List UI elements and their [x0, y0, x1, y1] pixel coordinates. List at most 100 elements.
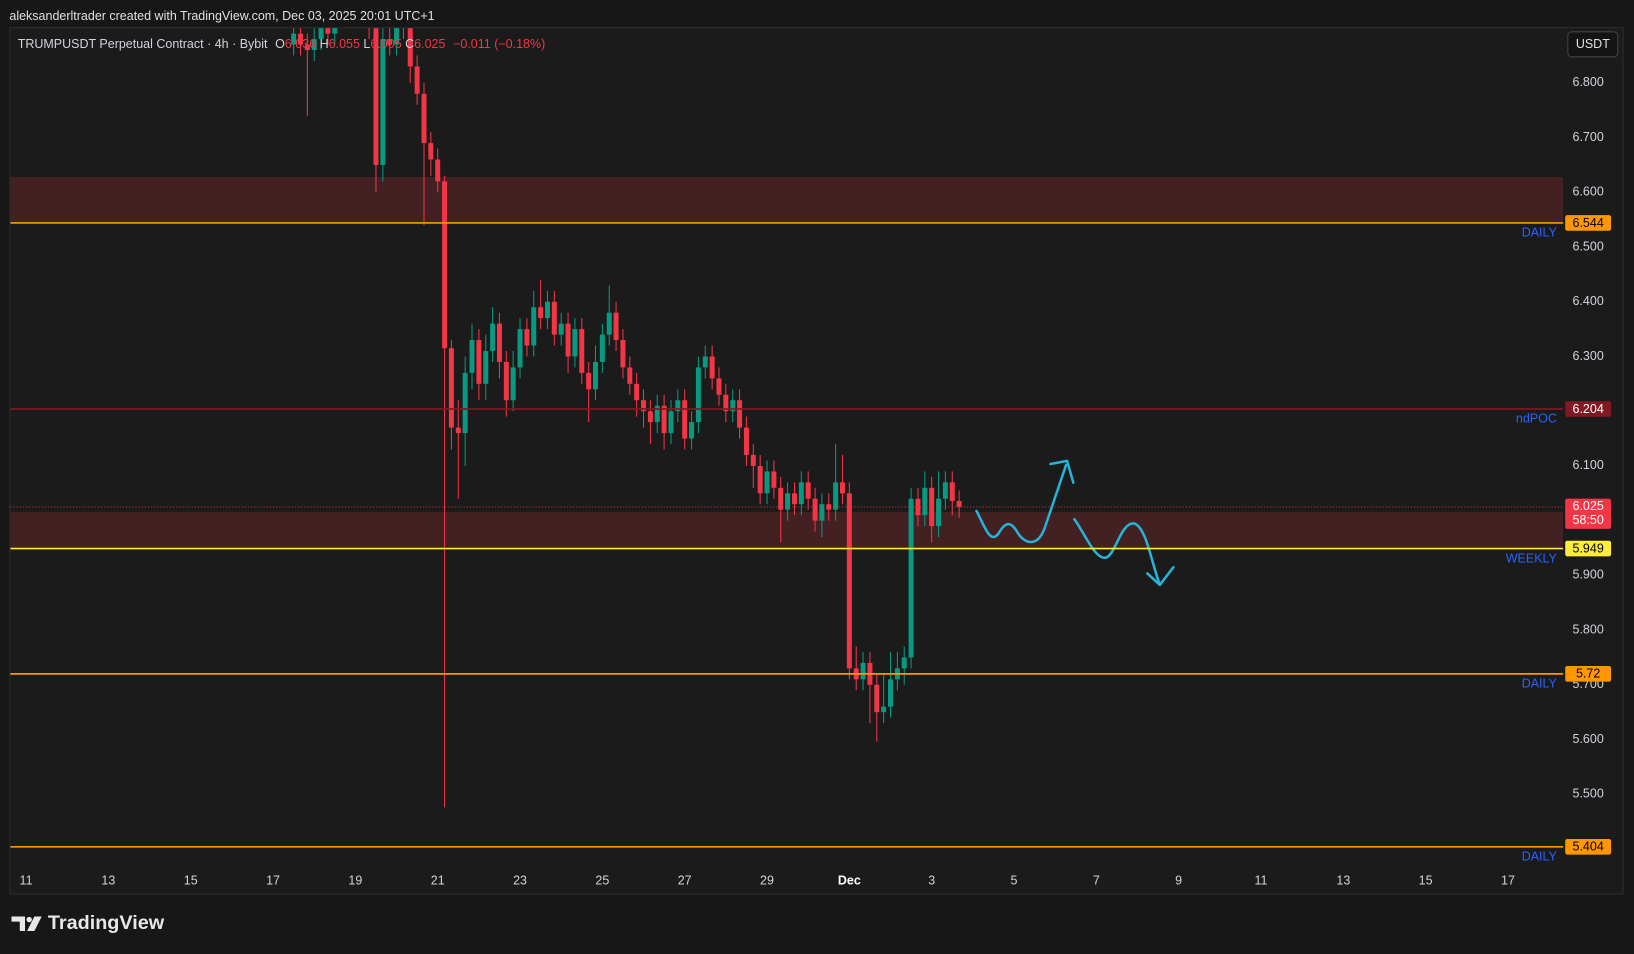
candle-body	[785, 493, 791, 510]
x-tick-label: 15	[1419, 873, 1433, 887]
level-tag	[1565, 540, 1612, 557]
candle-body	[599, 334, 605, 362]
candle-body	[956, 500, 962, 507]
candle-body	[682, 400, 688, 439]
x-tick-label: 15	[184, 873, 198, 887]
ohlc-label: C	[405, 37, 414, 51]
candle-body	[455, 427, 461, 434]
candle-body	[366, 28, 372, 29]
candle-body	[709, 356, 715, 379]
candle-body	[469, 340, 475, 373]
ohlc-label: O	[275, 37, 285, 51]
candle-body	[778, 487, 784, 510]
candle-body	[442, 181, 448, 349]
level-tag-label: 5.949	[1573, 541, 1604, 555]
x-tick-label: 17	[1501, 873, 1515, 887]
currency-button[interactable]	[1567, 31, 1619, 58]
candle-body	[668, 411, 674, 434]
x-tick-label: 3	[928, 873, 935, 887]
y-tick-label: 6.600	[1573, 185, 1604, 199]
candle-body	[675, 400, 681, 412]
candle-body	[318, 28, 324, 40]
change: −0.011 (−0.18%)	[453, 37, 545, 51]
candle-body	[400, 28, 406, 29]
candle-body	[414, 66, 420, 94]
candle-body	[750, 454, 756, 466]
level-tag	[1565, 401, 1612, 417]
brand-logo	[11, 916, 42, 932]
x-tick-label: 21	[431, 873, 445, 887]
candle-body	[448, 348, 454, 428]
candle-body	[798, 482, 804, 505]
candle-body	[496, 323, 502, 362]
symbol-legend: TRUMPUSDT Perpetual Contract · 4h · Bybi…	[18, 37, 546, 51]
candle-body	[373, 28, 379, 165]
candle-body	[407, 28, 413, 67]
x-tick-label: 25	[595, 873, 609, 887]
candle-body	[606, 312, 612, 335]
candle-body	[846, 493, 852, 669]
candle-body	[586, 372, 592, 390]
x-tick-label: 27	[678, 873, 692, 887]
candle-body	[291, 33, 297, 45]
plot-area	[10, 28, 1564, 808]
candle-body	[702, 356, 708, 368]
ohlc-value: 6.025	[414, 37, 445, 51]
candle-body	[661, 405, 667, 434]
candle-body	[737, 400, 743, 428]
price-tag	[1565, 498, 1612, 529]
candle-body	[936, 498, 942, 527]
candle-body	[332, 28, 338, 34]
candle-body	[647, 411, 653, 423]
candle-body	[839, 482, 845, 494]
candle-body	[888, 679, 894, 707]
ohlc-value: 6.055	[329, 37, 360, 51]
y-tick-label: 6.800	[1573, 75, 1604, 89]
level-name: WEEKLY	[1506, 551, 1558, 565]
candle-body	[695, 367, 701, 423]
brand: TradingView	[48, 912, 165, 934]
level-name: DAILY	[1522, 849, 1558, 863]
x-tick-label: 17	[266, 873, 280, 887]
chart-panel	[9, 27, 1624, 895]
candle-body	[881, 706, 887, 713]
candle-body	[387, 39, 393, 45]
candle-body	[716, 378, 722, 395]
candle-body	[641, 400, 647, 412]
y-tick-label: 6.700	[1573, 130, 1604, 144]
candle-body	[524, 329, 530, 346]
y-tick-label: 5.800	[1573, 622, 1604, 636]
y-tick-label: 5.900	[1573, 568, 1604, 582]
candle-body	[819, 504, 825, 521]
candle-body	[476, 340, 482, 384]
candle-body	[579, 329, 585, 373]
y-tick-label: 5.600	[1573, 732, 1604, 746]
candle-body	[435, 159, 441, 182]
credit: aleksanderltrader created with TradingVi…	[9, 9, 434, 23]
currency[interactable]: USDT	[1576, 37, 1610, 51]
candle-body	[805, 482, 811, 499]
x-tick-label: 19	[348, 873, 362, 887]
candle-body	[771, 471, 777, 488]
candle-body	[620, 340, 626, 368]
candle-body	[544, 301, 550, 319]
candle-body	[730, 400, 736, 412]
level-name: ndPOC	[1516, 412, 1557, 426]
countdown: 58:50	[1573, 513, 1604, 527]
level-tag-label: 6.204	[1573, 402, 1604, 416]
candle-body	[394, 28, 400, 45]
candle-body	[380, 39, 386, 165]
x-tick-label: 11	[20, 873, 33, 887]
y-tick-label: 5.500	[1573, 787, 1604, 801]
y-tick-label: 6.400	[1573, 294, 1604, 308]
level-name: DAILY	[1522, 677, 1558, 691]
candle-body	[558, 323, 564, 335]
candle-body	[764, 471, 770, 494]
symbol: TRUMPUSDT Perpetual Contract · 4h · Bybi…	[18, 37, 268, 51]
candle-body	[812, 498, 818, 521]
level-tag-label: 6.544	[1573, 216, 1604, 230]
candle-body	[833, 482, 839, 510]
candle-body	[304, 44, 310, 51]
x-tick-label: 29	[760, 873, 774, 887]
candle-body	[627, 367, 633, 384]
